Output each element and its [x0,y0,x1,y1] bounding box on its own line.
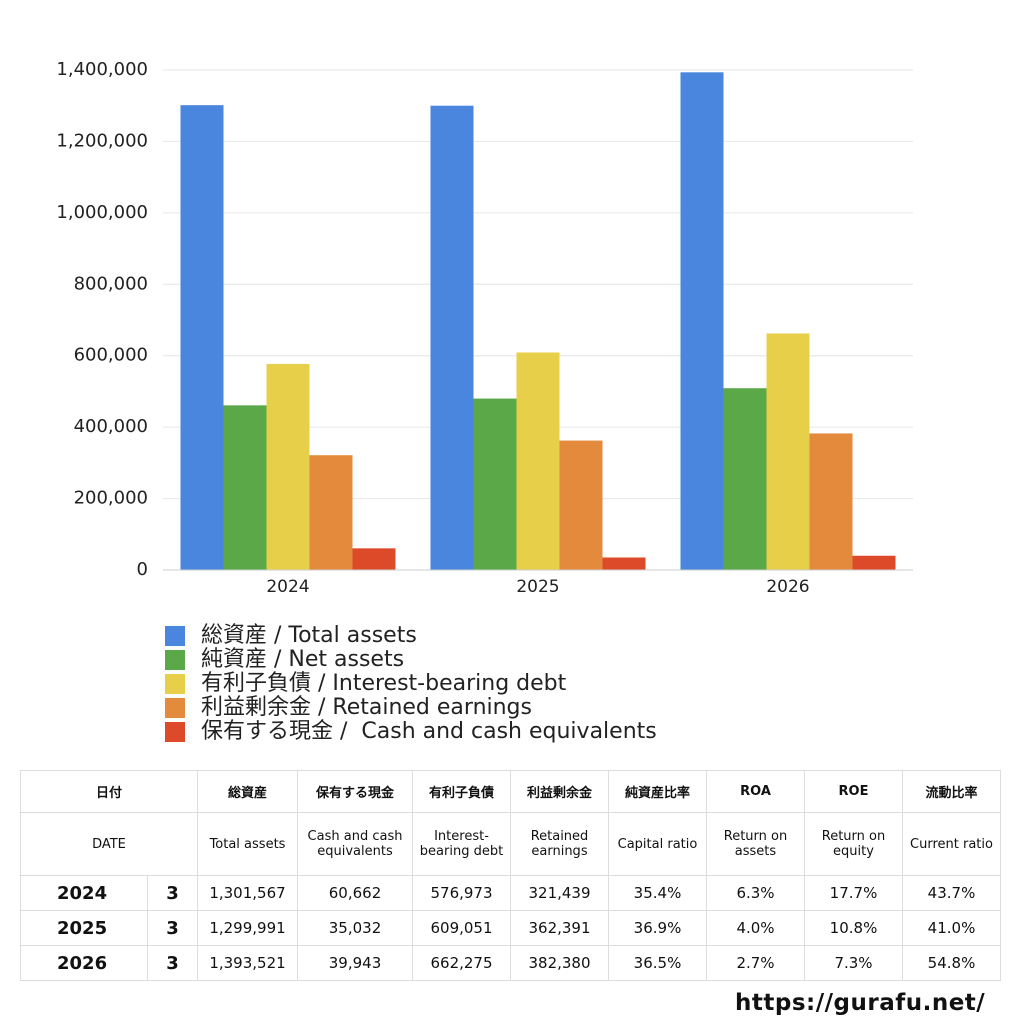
table-cell: 36.5% [608,945,707,981]
table-cell: 382,380 [510,945,609,981]
bar [516,352,560,570]
bar [809,433,853,570]
table-cell: 3 [147,910,198,946]
table-cell: 3 [147,945,198,981]
header-cell: Return on assets [706,812,805,876]
header-cell: Interest-bearing debt [412,812,511,876]
header-row: 日付 総資産 保有する現金 有利子負債 利益剰余金 純資産比率 ROA ROE 流動比率 [20,770,1001,813]
bar [473,398,517,570]
table-cell: 3 [147,875,198,911]
legend-label: 有利子負債 / Interest-bearing debt [201,671,567,696]
bar [559,440,603,570]
y-tick-label: 400,000 [74,416,148,437]
table-cell: 362,391 [510,910,609,946]
y-tick-label: 600,000 [74,345,148,366]
table-cell: 576,973 [412,875,511,911]
x-tick-label: 2024 [266,577,309,597]
legend-swatch [165,698,185,718]
table-cell: 10.8% [804,910,903,946]
header-cell: DATE [20,812,198,876]
chart: 0 200,000 400,000 600,000 800,000 1,000,000 1,… [56,59,913,744]
bar [680,72,724,570]
header-cell: 保有する現金 [297,770,413,813]
table-cell: 54.8% [902,945,1001,981]
table-cell: 39,943 [297,945,413,981]
table-cell: 609,051 [412,910,511,946]
x-tick-label: 2026 [766,577,809,597]
header-cell: 純資産比率 [608,770,707,813]
data-table: 日付 総資産 保有する現金 有利子負債 利益剰余金 純資産比率 ROA ROE 流動比率 DATE… [20,770,1001,981]
header-cell: ROE [804,770,903,813]
legend-swatch [165,626,185,646]
legend-label: 純資産 / Net assets [201,647,404,672]
header-cell: 日付 [20,770,198,813]
header-cell: 有利子負債 [412,770,511,813]
legend-swatch [165,674,185,694]
y-tick-label: 0 [137,559,148,580]
table-cell: 6.3% [706,875,805,911]
header-cell: Return on equity [804,812,903,876]
legend-swatch [165,722,185,742]
data-row: 2025 3 1,299,991 35,032 609,051 362,391 36.9% 4… [20,910,1001,946]
table-cell: 17.7% [804,875,903,911]
header-row: DATE Total assets Cash and cash equivalent… [20,812,1001,876]
table-cell: 1,301,567 [197,875,298,911]
bar [766,333,810,570]
y-tick-label: 1,400,000 [56,59,148,80]
table-cell: 2.7% [706,945,805,981]
table-cell: 1,299,991 [197,910,298,946]
y-tick-label: 200,000 [74,488,148,509]
table-cell: 41.0% [902,910,1001,946]
table-cell: 35,032 [297,910,413,946]
legend-label: 総資産 / Total assets [201,623,417,648]
header-cell: Current ratio [902,812,1001,876]
table-cell: 2025 [20,910,148,946]
footer-url: https://gurafu.net/ [735,990,986,1016]
table-cell: 2024 [20,875,148,911]
bar [430,105,474,570]
data-row: 2024 3 1,301,567 60,662 576,973 321,439 35.4% 6… [20,875,1001,911]
bar [266,363,310,570]
y-tick-label: 800,000 [74,273,148,294]
data-row: 2026 3 1,393,521 39,943 662,275 382,380 36.5% 2… [20,945,1001,981]
header-cell: Cash and cash equivalents [297,812,413,876]
bar [180,105,224,571]
bar [352,548,396,570]
table-cell: 2026 [20,945,148,981]
table-cell: 36.9% [608,910,707,946]
table-cell: 4.0% [706,910,805,946]
table-cell: 60,662 [297,875,413,911]
y-tick-label: 1,200,000 [56,130,148,151]
legend-label: 保有する現金 / Cash and cash equivalents [201,719,657,744]
header-cell: 総資産 [197,770,298,813]
header-cell: Retained earnings [510,812,609,876]
y-tick-label: 1,000,000 [56,202,148,223]
table-cell: 43.7% [902,875,1001,911]
header-cell: ROA [706,770,805,813]
table-cell: 1,393,521 [197,945,298,981]
table-cell: 35.4% [608,875,707,911]
header-cell: Capital ratio [608,812,707,876]
legend-label: 利益剰余金 / Retained earnings [201,695,532,720]
x-tick-label: 2025 [516,577,559,597]
bar [223,405,267,570]
table-cell: 321,439 [510,875,609,911]
table-cell: 7.3% [804,945,903,981]
bar [852,555,896,570]
header-cell: Total assets [197,812,298,876]
legend-swatch [165,650,185,670]
bar [309,455,353,570]
header-cell: 流動比率 [902,770,1001,813]
header-cell: 利益剰余金 [510,770,609,813]
table-cell: 662,275 [412,945,511,981]
bar [723,388,767,570]
bar [602,557,646,570]
